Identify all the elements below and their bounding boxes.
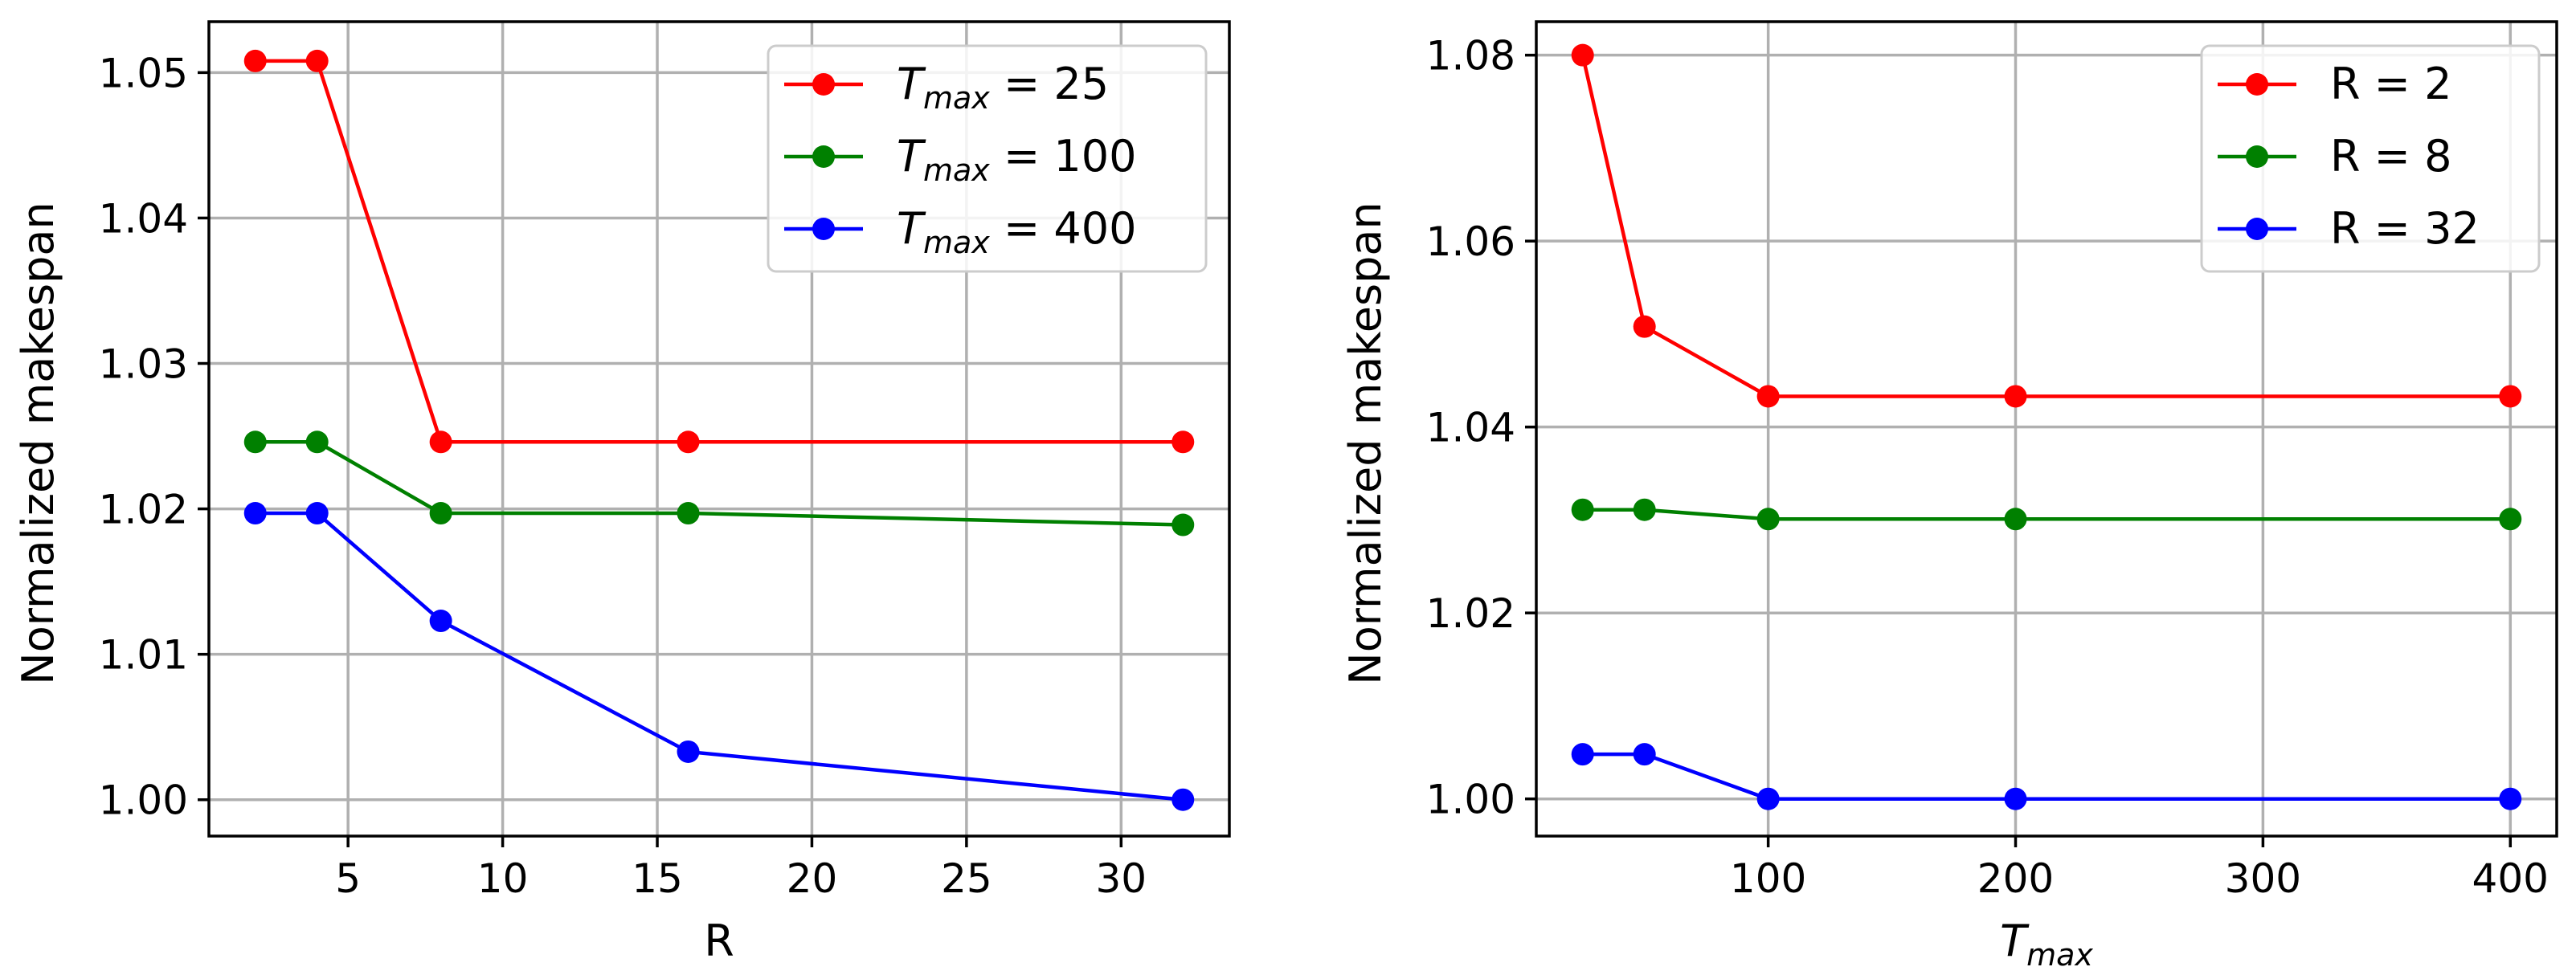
legend-entry-label: Tmax = 25 <box>897 59 1109 116</box>
data-point <box>2499 508 2522 531</box>
legend-entry-label: R = 32 <box>2330 203 2480 254</box>
data-point <box>243 502 267 525</box>
data-point <box>1633 315 1656 338</box>
legend-marker <box>812 218 835 240</box>
y-axis-label: Normalized makespan <box>13 202 63 684</box>
data-point <box>1171 430 1195 454</box>
y-tick-label: 1.00 <box>99 777 188 824</box>
data-point <box>1171 513 1195 536</box>
legend-entry-label: R = 8 <box>2330 131 2451 182</box>
data-point <box>429 502 452 525</box>
data-point <box>1171 788 1195 811</box>
legend-marker <box>812 73 835 96</box>
legend-entry-label: Tmax = 100 <box>897 131 1136 188</box>
data-point <box>305 502 329 525</box>
data-point <box>1756 508 1780 531</box>
series-line <box>255 511 1184 802</box>
legend-entry-label: R = 2 <box>2330 59 2451 109</box>
data-point <box>243 430 267 454</box>
x-tick-label: 400 <box>2472 855 2549 902</box>
y-tick-label: 1.02 <box>99 487 188 533</box>
y-tick-label: 1.00 <box>1426 777 1515 823</box>
series-line <box>1582 508 2511 521</box>
series-line <box>255 440 1184 527</box>
y-tick-label: 1.06 <box>1426 218 1515 265</box>
x-tick-label: 30 <box>1095 855 1147 902</box>
legend-marker <box>2246 73 2268 96</box>
data-point <box>429 430 452 454</box>
y-tick-label: 1.03 <box>99 341 188 388</box>
y-tick-label: 1.04 <box>1426 405 1515 451</box>
legend-marker <box>812 145 835 168</box>
data-point <box>677 502 700 525</box>
x-tick-label: 15 <box>632 855 683 902</box>
x-axis-label: R <box>704 916 734 966</box>
data-point <box>2004 787 2027 810</box>
legend-marker <box>2246 218 2268 240</box>
y-tick-label: 1.04 <box>99 195 188 242</box>
x-tick-label: 200 <box>1977 855 2054 902</box>
data-point <box>2004 385 2027 408</box>
y-axis-label: Normalized makespan <box>1340 202 1391 684</box>
y-tick-label: 1.02 <box>1426 590 1515 637</box>
x-tick-label: 20 <box>787 855 838 902</box>
legend-entry-label: Tmax = 400 <box>897 203 1136 260</box>
legend-marker <box>2246 145 2268 168</box>
data-point <box>1571 743 1594 766</box>
data-point <box>1571 43 1594 67</box>
series-line <box>1582 752 2511 801</box>
data-point <box>429 610 452 633</box>
data-point <box>305 430 329 454</box>
data-point <box>1756 787 1780 810</box>
data-point <box>2499 787 2522 810</box>
x-tick-label: 10 <box>477 855 529 902</box>
y-tick-label: 1.08 <box>1426 33 1515 80</box>
data-point <box>677 430 700 454</box>
plot-frame <box>207 20 1231 838</box>
data-point <box>305 49 329 72</box>
x-tick-label: 5 <box>335 855 361 902</box>
data-point <box>677 740 700 763</box>
data-point <box>1756 385 1780 408</box>
y-tick-label: 1.05 <box>99 50 188 96</box>
x-tick-label: 100 <box>1730 855 1806 902</box>
data-point <box>243 49 267 72</box>
x-axis-label: Tmax <box>2000 916 2093 971</box>
data-point <box>1571 498 1594 521</box>
x-tick-label: 300 <box>2225 855 2301 902</box>
legend-box <box>767 44 1208 273</box>
data-point <box>1633 743 1656 766</box>
chart-2: 100 200 300 400 1.00 1.02 1.04 1.06 1.08 Normaliz… <box>1340 20 2558 971</box>
chart-1: 5 10 15 20 25 30 1.00 1.01 1.02 1.03 1.04 1.05 Norma… <box>13 20 1231 966</box>
data-point <box>2499 385 2522 408</box>
y-tick-label: 1.01 <box>99 632 188 679</box>
plot-frame <box>1535 20 2558 838</box>
data-point <box>1633 498 1656 521</box>
data-point <box>2004 508 2027 531</box>
x-tick-label: 25 <box>941 855 992 902</box>
legend-box <box>2200 44 2541 273</box>
